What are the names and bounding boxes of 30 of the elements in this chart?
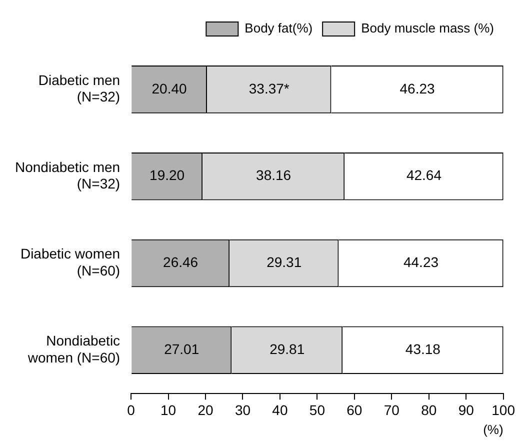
data-label: 29.81 [270,341,305,358]
x-axis-title: (%) [483,422,504,437]
x-tick-label: 50 [309,402,326,418]
data-label: 43.18 [405,341,441,358]
data-label: 46.23 [400,80,435,96]
legend-label: Body muscle mass (%) [361,20,494,36]
data-label: 26.46 [163,254,198,270]
x-tick-label: 80 [421,402,437,418]
data-label: 44.23 [403,254,439,270]
data-label: 20.40 [152,80,188,96]
x-tick-label: 30 [234,402,251,418]
x-tick-label: 70 [384,402,400,418]
data-label: 27.01 [164,341,200,358]
y-tick-label: Nondiabetic women (N=60) [26,332,120,366]
x-tick-label: 0 [127,402,136,418]
x-tick-label: 10 [160,402,176,418]
data-label: 38.16 [256,167,292,184]
y-tick-label: Nondiabetic men (N=32) [15,158,120,192]
y-tick-label: Diabetic women (N=60) [20,246,120,279]
x-tick-label: 40 [272,402,288,418]
x-tick-label: 20 [198,402,214,418]
x-tick-label: 90 [458,402,474,418]
x-tick-label: 100 [492,402,516,418]
data-label: 42.64 [406,167,442,184]
legend-label: Body fat(%) [244,20,313,36]
x-tick-label: 60 [346,402,362,418]
data-label: 19.20 [150,167,185,184]
data-label: 33.37* [248,80,290,96]
data-label: 29.31 [266,254,302,270]
y-tick-label: Diabetic men (N=32) [38,72,120,105]
